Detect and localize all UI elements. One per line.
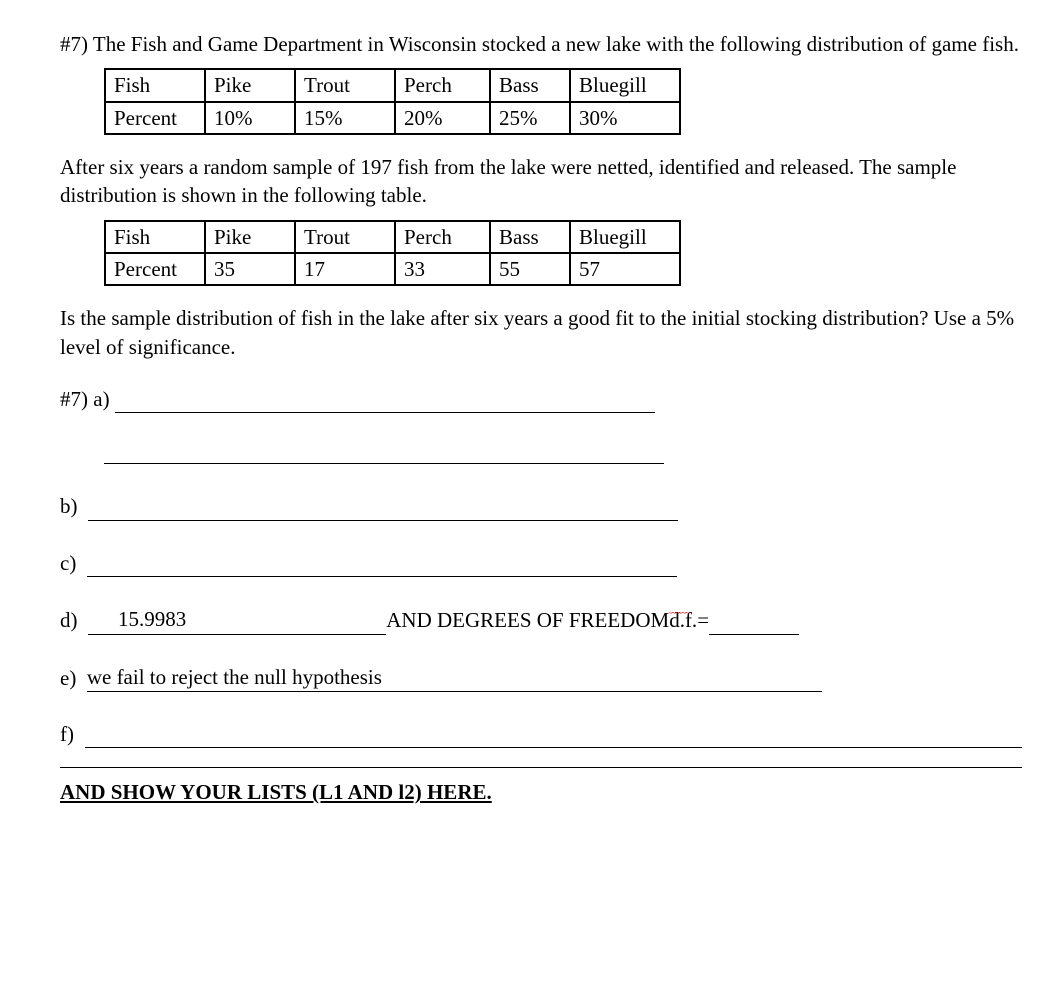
worksheet-page: #7) The Fish and Game Department in Wisc… xyxy=(0,0,1062,847)
blank-line xyxy=(85,725,1023,748)
cell: Bluegill xyxy=(570,69,680,101)
answer-a-line2 xyxy=(104,441,1022,464)
cell: 25% xyxy=(490,102,570,134)
cell: 30% xyxy=(570,102,680,134)
cell: Perch xyxy=(395,69,490,101)
cell: 55 xyxy=(490,253,570,285)
table-row: Percent 35 17 33 55 57 xyxy=(105,253,680,285)
answer-c: c) xyxy=(60,549,1022,577)
answer-d-label: d) xyxy=(60,606,88,634)
cell: Pike xyxy=(205,69,295,101)
answer-f: f) xyxy=(60,720,1022,748)
stocking-table: Fish Pike Trout Perch Bass Bluegill Perc… xyxy=(104,68,681,135)
question-intro: #7) The Fish and Game Department in Wisc… xyxy=(60,30,1022,58)
blank-line xyxy=(186,611,386,634)
answer-e: e) we fail to reject the null hypothesis xyxy=(60,663,1022,692)
answers-block: #7) a) b) c) d) 15.9983 AND DEGREES OF F… xyxy=(60,385,1022,806)
table-row: Percent 10% 15% 20% 25% 30% xyxy=(105,102,680,134)
table2-wrapper: Fish Pike Trout Perch Bass Bluegill Perc… xyxy=(104,220,1022,287)
cell: Percent xyxy=(105,102,205,134)
cell: 33 xyxy=(395,253,490,285)
question-text: Is the sample distribution of fish in th… xyxy=(60,304,1022,361)
sample-paragraph: After six years a random sample of 197 f… xyxy=(60,153,1022,210)
cell: 57 xyxy=(570,253,680,285)
answer-f-label: f) xyxy=(60,720,85,748)
blank-line xyxy=(88,498,678,521)
blank-line xyxy=(87,554,677,577)
cell: 15% xyxy=(295,102,395,134)
cell: Perch xyxy=(395,221,490,253)
answer-c-label: c) xyxy=(60,549,87,577)
intro-text: The Fish and Game Department in Wisconsi… xyxy=(93,32,1019,56)
table-row: Fish Pike Trout Perch Bass Bluegill xyxy=(105,69,680,101)
cell: Bass xyxy=(490,221,570,253)
sample-table: Fish Pike Trout Perch Bass Bluegill Perc… xyxy=(104,220,681,287)
blank-line xyxy=(392,669,822,692)
answer-a-label: #7) a) xyxy=(60,385,115,413)
blank-line xyxy=(709,611,799,634)
table1-wrapper: Fish Pike Trout Perch Bass Bluegill Perc… xyxy=(104,68,1022,135)
answer-b-label: b) xyxy=(60,492,88,520)
cell: Bluegill xyxy=(570,221,680,253)
answer-d-value: 15.9983 xyxy=(118,605,186,634)
cell: Fish xyxy=(105,69,205,101)
full-rule xyxy=(60,766,1022,768)
answer-b: b) xyxy=(60,492,1022,520)
cell: Fish xyxy=(105,221,205,253)
answer-a-line1: #7) a) xyxy=(60,385,1022,413)
question-number: #7) xyxy=(60,32,88,56)
answer-e-value: we fail to reject the null hypothesis xyxy=(87,663,393,692)
cell: Pike xyxy=(205,221,295,253)
cell: Bass xyxy=(490,69,570,101)
blank-line xyxy=(104,441,664,464)
answer-d-eq: = xyxy=(697,606,709,634)
cell: 10% xyxy=(205,102,295,134)
df-text-wrap: d.f. ﹏﹏ xyxy=(669,606,697,634)
blank-line xyxy=(115,390,655,413)
answer-d-mid: AND DEGREES OF FREEDOM xyxy=(386,606,669,634)
cell: 35 xyxy=(205,253,295,285)
cell: Trout xyxy=(295,69,395,101)
answer-d: d) 15.9983 AND DEGREES OF FREEDOM d.f. ﹏… xyxy=(60,605,1022,634)
cell: 20% xyxy=(395,102,490,134)
final-heading: AND SHOW YOUR LISTS (L1 AND l2) HERE. xyxy=(60,778,1022,806)
answer-e-label: e) xyxy=(60,664,87,692)
spellcheck-squiggle-icon: ﹏﹏ xyxy=(669,609,689,638)
table-row: Fish Pike Trout Perch Bass Bluegill xyxy=(105,221,680,253)
cell: Trout xyxy=(295,221,395,253)
cell: 17 xyxy=(295,253,395,285)
blank-line xyxy=(88,611,118,634)
cell: Percent xyxy=(105,253,205,285)
